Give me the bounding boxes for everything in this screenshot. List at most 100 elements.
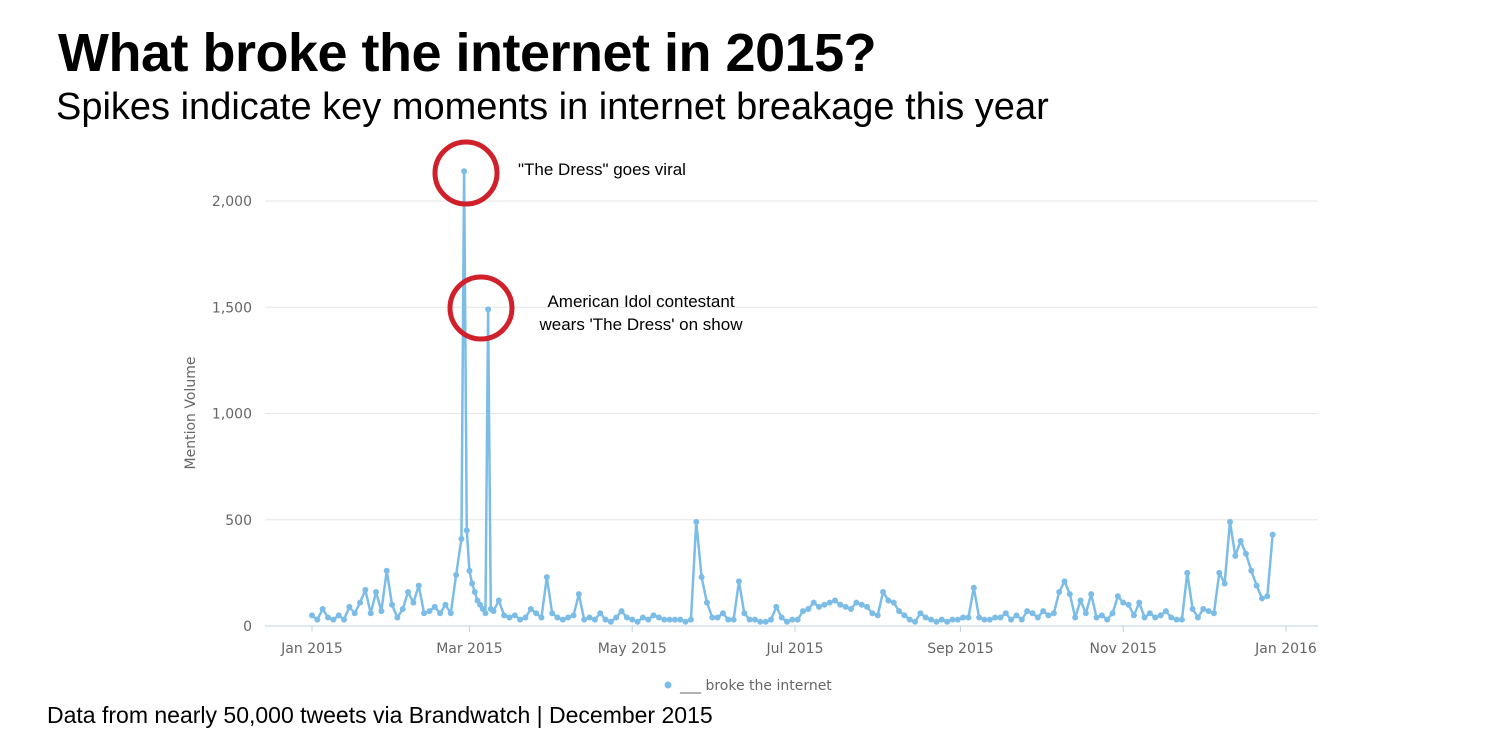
- data-point[interactable]: [928, 616, 935, 623]
- data-point[interactable]: [511, 612, 518, 619]
- data-point[interactable]: [789, 616, 796, 623]
- data-point[interactable]: [1040, 608, 1047, 615]
- data-point[interactable]: [986, 616, 993, 623]
- data-point[interactable]: [447, 610, 454, 617]
- data-point[interactable]: [1008, 616, 1015, 623]
- data-point[interactable]: [960, 614, 967, 621]
- data-point[interactable]: [538, 614, 545, 621]
- data-point[interactable]: [1018, 616, 1025, 623]
- data-point[interactable]: [864, 603, 871, 610]
- data-point[interactable]: [880, 589, 887, 595]
- data-point[interactable]: [1248, 567, 1255, 574]
- data-point[interactable]: [634, 618, 641, 625]
- data-point[interactable]: [1024, 608, 1031, 615]
- data-point[interactable]: [389, 601, 396, 608]
- data-point[interactable]: [458, 535, 465, 542]
- data-point[interactable]: [970, 584, 977, 591]
- data-point[interactable]: [671, 616, 678, 623]
- data-point[interactable]: [725, 616, 732, 623]
- data-point[interactable]: [1061, 578, 1068, 585]
- data-point[interactable]: [1082, 610, 1089, 617]
- data-point[interactable]: [405, 589, 412, 595]
- data-point[interactable]: [482, 610, 489, 617]
- data-point[interactable]: [650, 612, 657, 619]
- data-point[interactable]: [357, 599, 364, 606]
- data-point[interactable]: [565, 614, 572, 621]
- data-point[interactable]: [1253, 582, 1260, 589]
- data-point[interactable]: [682, 618, 689, 625]
- data-point[interactable]: [586, 614, 593, 621]
- data-point[interactable]: [1216, 569, 1223, 576]
- data-point[interactable]: [1034, 614, 1041, 621]
- data-point[interactable]: [869, 610, 876, 617]
- data-point[interactable]: [1002, 610, 1009, 617]
- data-point[interactable]: [1045, 612, 1052, 619]
- data-point[interactable]: [581, 616, 588, 623]
- data-point[interactable]: [1125, 601, 1132, 608]
- data-point[interactable]: [618, 608, 625, 615]
- data-point[interactable]: [885, 597, 892, 604]
- data-point[interactable]: [693, 518, 700, 525]
- data-point[interactable]: [965, 614, 972, 621]
- data-point[interactable]: [1066, 591, 1073, 598]
- data-point[interactable]: [917, 610, 924, 617]
- data-point[interactable]: [1157, 612, 1164, 619]
- data-point[interactable]: [442, 601, 449, 608]
- data-point[interactable]: [1088, 591, 1095, 598]
- data-point[interactable]: [1104, 616, 1111, 623]
- data-point[interactable]: [890, 599, 897, 606]
- data-point[interactable]: [1136, 599, 1143, 606]
- data-point[interactable]: [714, 614, 721, 621]
- data-point[interactable]: [1221, 580, 1228, 587]
- data-point[interactable]: [1184, 569, 1191, 576]
- data-point[interactable]: [602, 616, 609, 623]
- data-point[interactable]: [607, 618, 614, 625]
- data-point[interactable]: [1264, 593, 1271, 600]
- data-point[interactable]: [527, 606, 534, 612]
- data-point[interactable]: [1173, 616, 1180, 623]
- data-point[interactable]: [501, 612, 508, 619]
- data-point[interactable]: [794, 616, 801, 623]
- data-point[interactable]: [1205, 608, 1212, 615]
- data-point[interactable]: [1098, 612, 1105, 619]
- data-point[interactable]: [1210, 610, 1217, 617]
- data-point[interactable]: [533, 610, 540, 617]
- data-point[interactable]: [1152, 614, 1159, 621]
- data-point[interactable]: [901, 612, 908, 619]
- data-point[interactable]: [490, 608, 497, 615]
- data-point[interactable]: [421, 610, 428, 617]
- data-point[interactable]: [495, 597, 502, 604]
- data-point[interactable]: [677, 616, 684, 623]
- data-point[interactable]: [938, 616, 945, 623]
- data-point[interactable]: [629, 616, 636, 623]
- data-point[interactable]: [554, 614, 561, 621]
- data-point[interactable]: [719, 610, 726, 617]
- data-point[interactable]: [1114, 593, 1121, 600]
- data-point[interactable]: [1258, 595, 1265, 602]
- data-point[interactable]: [906, 616, 913, 623]
- data-point[interactable]: [826, 599, 833, 606]
- data-point[interactable]: [992, 614, 999, 621]
- data-point[interactable]: [471, 589, 478, 595]
- data-point[interactable]: [767, 616, 774, 623]
- data-point[interactable]: [997, 614, 1004, 621]
- data-point[interactable]: [431, 603, 438, 610]
- data-point[interactable]: [506, 614, 513, 621]
- data-point[interactable]: [399, 606, 406, 612]
- data-point[interactable]: [426, 608, 433, 615]
- data-point[interactable]: [543, 574, 550, 581]
- data-point[interactable]: [466, 567, 473, 574]
- legend[interactable]: ___ broke the internet: [664, 678, 833, 694]
- data-point[interactable]: [922, 614, 929, 621]
- data-point[interactable]: [661, 616, 668, 623]
- data-point[interactable]: [800, 608, 807, 615]
- data-point[interactable]: [698, 574, 705, 581]
- data-point[interactable]: [410, 599, 417, 606]
- data-point[interactable]: [319, 606, 326, 612]
- data-point[interactable]: [666, 616, 673, 623]
- data-point[interactable]: [896, 608, 903, 615]
- data-point[interactable]: [805, 606, 812, 612]
- data-point[interactable]: [1013, 612, 1020, 619]
- data-point[interactable]: [709, 614, 716, 621]
- data-point[interactable]: [485, 306, 492, 313]
